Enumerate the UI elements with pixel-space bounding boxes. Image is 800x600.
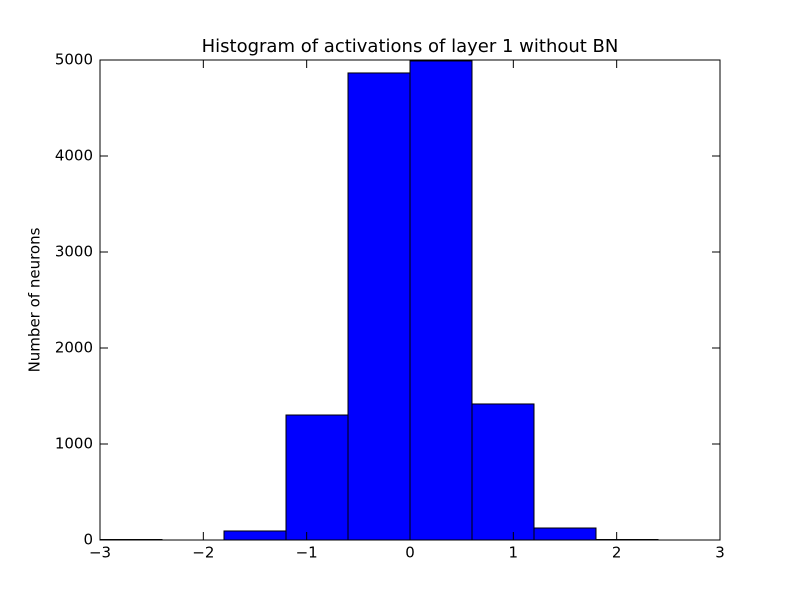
x-tick-label: −1: [296, 544, 318, 562]
y-tick-label: 2000: [55, 339, 93, 357]
bar: [533, 527, 597, 541]
y-tick-label: 5000: [55, 51, 93, 69]
y-tick-label: 0: [83, 531, 93, 549]
chart-title: Histogram of activations of layer 1 with…: [202, 36, 619, 57]
y-tick-label: 3000: [55, 243, 93, 261]
y-axis-label: Number of neurons: [26, 227, 44, 372]
bar: [285, 414, 349, 541]
bar: [223, 530, 287, 541]
x-tick-label: 2: [612, 544, 622, 562]
bar: [409, 60, 473, 541]
y-tick-label: 4000: [55, 147, 93, 165]
y-tick-label: 1000: [55, 435, 93, 453]
x-tick-label: −2: [192, 544, 214, 562]
x-tick-label: 1: [509, 544, 519, 562]
x-tick-label: 3: [715, 544, 725, 562]
bar: [347, 72, 411, 541]
x-tick-label: −3: [89, 544, 111, 562]
x-tick-label: 0: [405, 544, 415, 562]
bar: [471, 403, 535, 541]
